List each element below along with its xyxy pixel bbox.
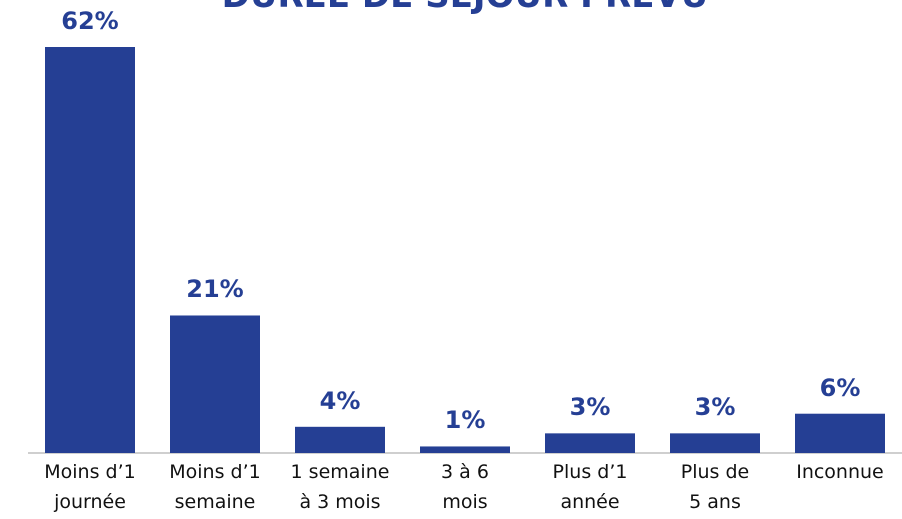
value-label: 1% bbox=[444, 406, 486, 435]
value-label: 4% bbox=[319, 386, 361, 415]
bar bbox=[45, 47, 135, 453]
x-tick-label: Moins d’1 journée bbox=[44, 461, 136, 513]
value-label: 3% bbox=[694, 393, 736, 422]
value-label: 3% bbox=[569, 393, 611, 422]
x-tick-label: 1 semaine à 3 mois bbox=[290, 461, 390, 513]
chart-title: DURÉE DE SÉJOUR PRÉVU bbox=[0, 0, 902, 16]
bar bbox=[295, 426, 385, 453]
value-label: 62% bbox=[61, 7, 119, 35]
x-tick-label: Plus d’1 année bbox=[552, 461, 628, 513]
x-tick-label: Inconnue bbox=[796, 461, 884, 483]
x-tick-label: 3 à 6 mois bbox=[441, 461, 489, 513]
x-tick-label: Moins d’1 semaine bbox=[169, 461, 261, 513]
bar bbox=[420, 446, 510, 453]
bar bbox=[545, 433, 635, 453]
value-label: 21% bbox=[186, 275, 244, 304]
bar bbox=[795, 413, 885, 453]
x-tick-label: Plus de 5 ans bbox=[680, 461, 750, 513]
bar bbox=[170, 315, 260, 453]
bar bbox=[670, 433, 760, 453]
value-label: 6% bbox=[819, 373, 861, 402]
